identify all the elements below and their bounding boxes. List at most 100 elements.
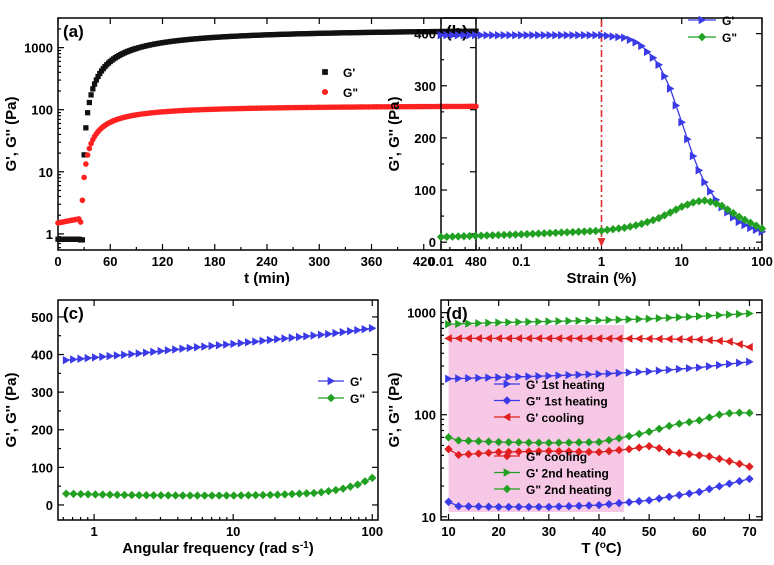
data-point: [584, 437, 594, 447]
data-point: [745, 462, 754, 471]
data-point: [534, 229, 543, 238]
data-point: [554, 334, 563, 343]
data-point: [499, 230, 509, 240]
data-point: [295, 489, 304, 498]
series-gpp: [436, 196, 767, 242]
data-point: [707, 187, 715, 196]
data-point: [331, 485, 341, 495]
data-point: [614, 445, 624, 455]
data-point: [288, 333, 297, 342]
data-point: [77, 219, 84, 225]
data-point: [346, 482, 355, 491]
data-point: [564, 438, 574, 447]
data-point: [666, 84, 675, 93]
data-point: [475, 373, 483, 383]
data-point: [252, 337, 260, 346]
data-point: [332, 328, 341, 338]
legend-marker: [502, 396, 512, 405]
data-point: [575, 31, 583, 40]
data-point: [477, 31, 486, 40]
data-point: [437, 31, 446, 40]
data-point: [643, 47, 652, 57]
data-point: [506, 31, 514, 40]
plot-frame: [440, 299, 763, 521]
data-point: [605, 315, 614, 325]
data-point: [554, 447, 564, 456]
legend-label: G': [350, 375, 362, 389]
y-tick-label: 100: [414, 408, 436, 423]
data-point: [83, 125, 89, 131]
data-point: [459, 232, 469, 241]
data-point: [504, 437, 513, 447]
data-point: [535, 31, 543, 40]
data-point: [666, 208, 675, 217]
data-point: [574, 447, 584, 456]
data-point: [562, 228, 572, 237]
data-point: [215, 341, 224, 350]
data-point: [494, 334, 503, 343]
data-point: [535, 372, 544, 381]
data-point: [443, 31, 451, 40]
data-point: [245, 338, 253, 347]
data-point: [665, 421, 674, 431]
data-point: [500, 31, 509, 40]
data-point: [746, 309, 754, 318]
data-point: [665, 313, 674, 323]
data-point: [545, 317, 554, 326]
data-point: [624, 334, 633, 343]
series-gp: [55, 28, 479, 243]
data-point: [466, 31, 474, 40]
data-point: [695, 363, 704, 372]
data-point: [81, 174, 87, 181]
data-point: [544, 502, 554, 512]
data-point: [597, 226, 606, 235]
data-point: [484, 448, 493, 458]
data-point: [614, 334, 623, 343]
data-point: [454, 450, 463, 460]
data-point: [475, 319, 483, 328]
y-tick-label: 200: [31, 423, 53, 438]
data-point: [564, 501, 574, 511]
data-point: [194, 343, 202, 352]
data-point: [504, 502, 513, 512]
y-tick-label: 100: [31, 460, 53, 475]
data-point: [172, 345, 180, 354]
legend-marker: [503, 468, 512, 477]
panel-c: 1 10 100 0 100 200 300 400 500 (c) G', G'' (Pa) Ang…: [3, 299, 383, 557]
legend-marker: [321, 88, 329, 96]
data-point: [634, 443, 644, 452]
data-point: [353, 480, 362, 489]
data-point: [585, 227, 595, 236]
data-point: [95, 73, 101, 80]
data-point: [695, 451, 704, 460]
data-point: [554, 502, 564, 511]
data-point: [207, 491, 217, 500]
legend-marker: [322, 69, 328, 75]
data-point: [644, 496, 654, 505]
y-tick-label: 0: [429, 235, 436, 250]
data-point: [665, 492, 674, 501]
data-point: [595, 369, 604, 379]
series-4: [444, 441, 754, 471]
data-point: [746, 218, 755, 228]
data-point: [474, 449, 483, 458]
data-point: [317, 488, 326, 497]
x-tick-label: 50: [642, 524, 656, 539]
data-point: [554, 438, 564, 447]
data-point: [574, 227, 583, 236]
data-point: [614, 498, 624, 508]
data-point: [142, 491, 151, 500]
data-point: [317, 330, 326, 339]
data-point: [695, 166, 704, 175]
data-point: [586, 31, 595, 40]
data-point: [534, 438, 544, 447]
data-point: [454, 334, 462, 343]
data-point: [645, 367, 654, 376]
arrow-head: [597, 238, 606, 247]
data-point: [565, 316, 574, 326]
data-point: [309, 488, 319, 498]
data-point: [625, 368, 634, 377]
data-point: [90, 86, 96, 92]
data-point: [236, 491, 246, 500]
data-point: [604, 446, 614, 456]
